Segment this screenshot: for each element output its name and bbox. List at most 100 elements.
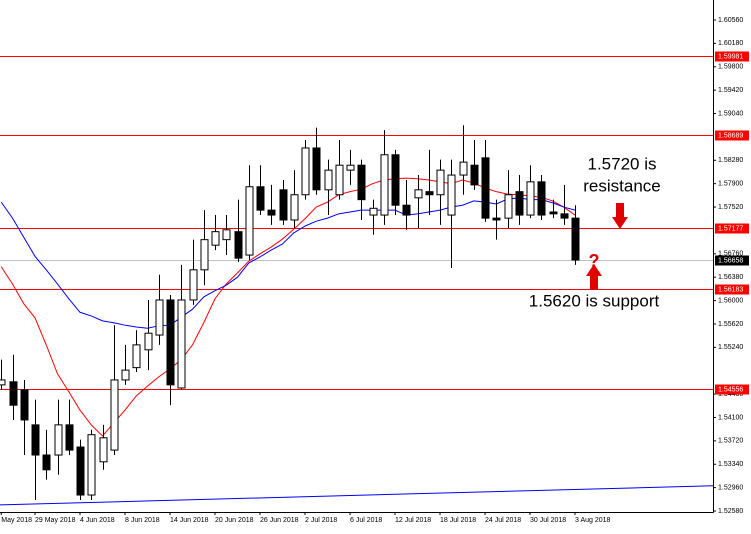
candle-body xyxy=(470,164,479,186)
candle-body xyxy=(234,231,243,259)
y-tick-label: 1.52960 xyxy=(718,484,743,491)
y-tick-label: 1.56000 xyxy=(718,297,743,304)
level-label: 1.58689 xyxy=(718,132,743,139)
candle-body xyxy=(87,434,96,496)
level-label-box xyxy=(715,51,749,62)
candle-body xyxy=(402,204,411,216)
current-price-label: 1.56658 xyxy=(718,257,743,264)
level-label: 1.57177 xyxy=(718,225,743,232)
candle-body xyxy=(20,389,29,421)
x-tick-label: 12 Jul 2018 xyxy=(395,517,431,524)
level-label: 1.54556 xyxy=(718,386,743,393)
candle-body xyxy=(301,147,310,196)
y-tick-label: 1.59800 xyxy=(718,64,743,71)
level-label-box xyxy=(715,223,749,234)
candle-body xyxy=(492,217,501,221)
candle-body xyxy=(504,194,513,219)
x-tick-label: 14 Jun 2018 xyxy=(170,517,209,524)
candle-body xyxy=(436,169,445,196)
x-tick-label: 30 Jul 2018 xyxy=(530,517,566,524)
x-tick-label: 8 Jun 2018 xyxy=(125,517,160,524)
candle-body xyxy=(155,299,164,336)
y-tick-label: 1.59040 xyxy=(718,110,743,117)
candle-body xyxy=(279,189,288,221)
candle-body xyxy=(76,446,85,496)
candle-body xyxy=(9,381,18,406)
x-tick-label: 2 Jul 2018 xyxy=(305,517,337,524)
y-tick-label: 1.57520 xyxy=(718,204,743,211)
candle-body xyxy=(369,207,378,216)
candle-body xyxy=(31,424,40,456)
level-label-box xyxy=(715,130,749,141)
candle-body xyxy=(99,437,108,463)
candle-body xyxy=(200,239,209,271)
candle-body xyxy=(391,154,400,206)
candle-body xyxy=(549,211,558,215)
indicator-line xyxy=(0,197,576,329)
y-tick-label: 1.57900 xyxy=(718,181,743,188)
candle-body xyxy=(132,344,141,369)
candle-body xyxy=(211,231,220,246)
x-tick-label: 6 Jul 2018 xyxy=(350,517,382,524)
level-label-box xyxy=(715,384,749,395)
x-tick-label: 26 Jun 2018 xyxy=(260,517,299,524)
annotation: resistance xyxy=(583,176,660,195)
annotation: ? xyxy=(589,251,600,271)
y-tick-label: 1.56760 xyxy=(718,251,743,258)
candle-body xyxy=(0,379,6,386)
candle-body xyxy=(481,157,490,219)
y-tick-label: 1.54100 xyxy=(718,414,743,421)
candle-body xyxy=(571,217,580,261)
trendline xyxy=(0,485,714,506)
y-tick-label: 1.58280 xyxy=(718,157,743,164)
level-label-box xyxy=(715,284,749,295)
candle-body xyxy=(110,379,119,451)
candle-body xyxy=(414,189,423,199)
y-tick-label: 1.60180 xyxy=(718,40,743,47)
candle-body xyxy=(256,186,265,211)
y-tick-label: 1.53340 xyxy=(718,461,743,468)
candle-body xyxy=(425,191,434,196)
candle-body xyxy=(245,186,254,256)
candle-body xyxy=(537,181,546,216)
x-tick-label: May 2018 xyxy=(1,517,32,524)
candle-body xyxy=(380,154,389,216)
annotation: 1.5720 is xyxy=(588,154,657,173)
x-tick-label: 29 May 2018 xyxy=(35,517,76,524)
candle-body xyxy=(515,191,524,216)
x-tick-label: 3 Aug 2018 xyxy=(575,517,611,524)
y-tick-label: 1.52580 xyxy=(718,508,743,515)
indicator-line xyxy=(0,177,576,437)
candle-body xyxy=(335,164,344,196)
candle-body xyxy=(459,161,468,176)
candle-body xyxy=(560,213,569,219)
level-label: 1.56183 xyxy=(718,286,743,293)
candle-body xyxy=(267,209,276,216)
candle-body xyxy=(189,269,198,301)
x-tick-label: 20 Jun 2018 xyxy=(215,517,254,524)
level-label: 1.59981 xyxy=(718,53,743,60)
current-price-box xyxy=(715,255,749,266)
y-tick-label: 1.59420 xyxy=(718,87,743,94)
y-tick-label: 1.55620 xyxy=(718,321,743,328)
candle-body xyxy=(54,424,63,456)
y-tick-label: 1.56380 xyxy=(718,274,743,281)
candle-body xyxy=(346,164,355,171)
candle-body xyxy=(312,147,321,191)
candle-body xyxy=(166,299,175,386)
annotation: 1.5620 is support xyxy=(529,291,660,310)
candle-body xyxy=(121,369,130,381)
x-tick-label: 18 Jul 2018 xyxy=(440,517,476,524)
x-tick-label: 24 Jul 2018 xyxy=(485,517,521,524)
y-tick-label: 1.55240 xyxy=(718,344,743,351)
candle-body xyxy=(447,174,456,216)
candle-body xyxy=(65,424,74,451)
candle-body xyxy=(222,229,231,241)
y-tick-label: 1.53720 xyxy=(718,438,743,445)
candle-body xyxy=(144,332,153,351)
candle-body xyxy=(177,299,186,389)
up-arrow xyxy=(586,264,602,290)
candle-body xyxy=(357,164,366,201)
